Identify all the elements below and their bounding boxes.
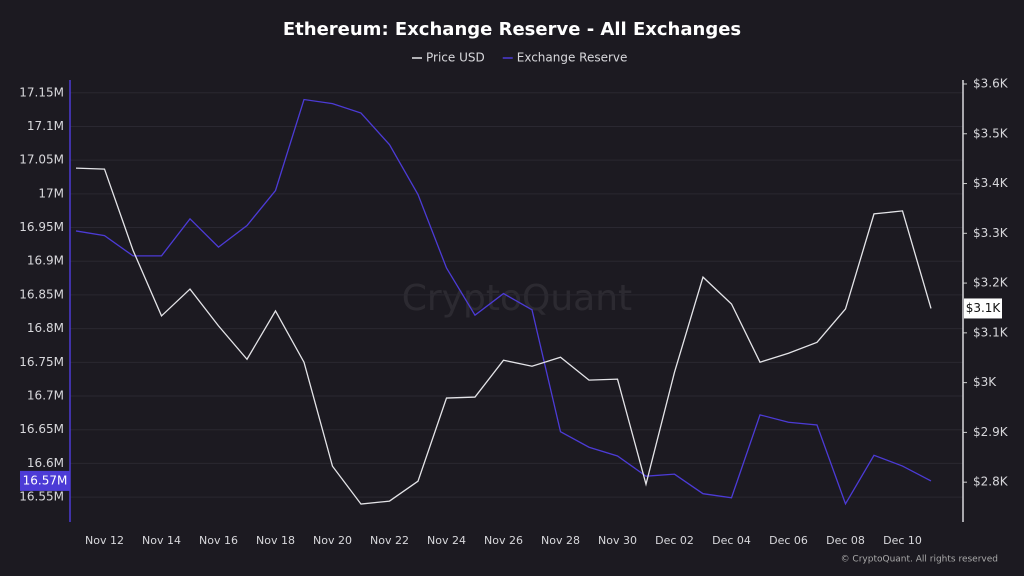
x-tick-label: Nov 14: [142, 534, 181, 547]
y2-tick-label: $3K: [973, 375, 997, 389]
y-tick-label: 17.15M: [19, 85, 64, 99]
y2-tick-label: $3.3K: [973, 226, 1009, 240]
x-tick-label: Dec 02: [655, 534, 694, 547]
x-tick-label: Nov 28: [541, 534, 580, 547]
last-value-box: [20, 470, 70, 491]
legend-label: Exchange Reserve: [517, 51, 628, 65]
y-tick-label: 16.9M: [27, 254, 64, 268]
y2-tick-label: $2.9K: [973, 425, 1009, 439]
y-tick-label: 16.8M: [27, 321, 64, 335]
y2-tick-label: $3.4K: [973, 176, 1009, 190]
watermark: CryptoQuant: [402, 278, 632, 319]
last-value-box: [964, 298, 1002, 319]
x-tick-label: Nov 24: [427, 534, 466, 547]
x-tick-label: Dec 06: [769, 534, 808, 547]
y2-tick-label: $2.8K: [973, 475, 1009, 489]
y-tick-label: 16.55M: [19, 490, 64, 504]
footer: © CryptoQuant. All rights reserved: [841, 555, 998, 565]
x-tick-label: Dec 08: [826, 534, 865, 547]
x-tick-label: Dec 04: [712, 534, 751, 547]
y2-tick-label: $3.1K: [973, 325, 1009, 339]
last-value-label: $3.1K: [966, 301, 1002, 315]
y2-tick-label: $3.5K: [973, 126, 1009, 140]
series-line: [75, 98, 932, 506]
x-tick-label: Nov 16: [199, 534, 238, 547]
x-tick-label: Nov 18: [256, 534, 295, 547]
x-tick-label: Nov 30: [598, 534, 637, 547]
chart-title: Ethereum: Exchange Reserve - All Exchang…: [283, 19, 741, 40]
y-tick-label: 16.85M: [19, 287, 64, 301]
series-line: [75, 167, 932, 505]
y-tick-label: 16.65M: [19, 422, 64, 436]
x-tick-label: Nov 26: [484, 534, 523, 547]
y-tick-label: 17.05M: [19, 153, 64, 167]
x-tick-label: Nov 20: [313, 534, 352, 547]
y-tick-label: 16.7M: [27, 389, 64, 403]
x-tick-label: Dec 10: [883, 534, 922, 547]
y-tick-label: 17.1M: [27, 119, 64, 133]
y-tick-label: 16.95M: [19, 220, 64, 234]
x-tick-label: Nov 22: [370, 534, 409, 547]
y-tick-label: 16.75M: [19, 355, 64, 369]
y2-tick-label: $3.6K: [973, 76, 1009, 90]
legend-label: Price USD: [426, 51, 485, 65]
y-tick-label: 16.6M: [27, 456, 64, 470]
y-tick-label: 17M: [38, 186, 64, 200]
last-value-label: 16.57M: [23, 473, 68, 487]
x-tick-label: Nov 12: [85, 534, 124, 547]
y2-tick-label: $3.2K: [973, 276, 1009, 290]
